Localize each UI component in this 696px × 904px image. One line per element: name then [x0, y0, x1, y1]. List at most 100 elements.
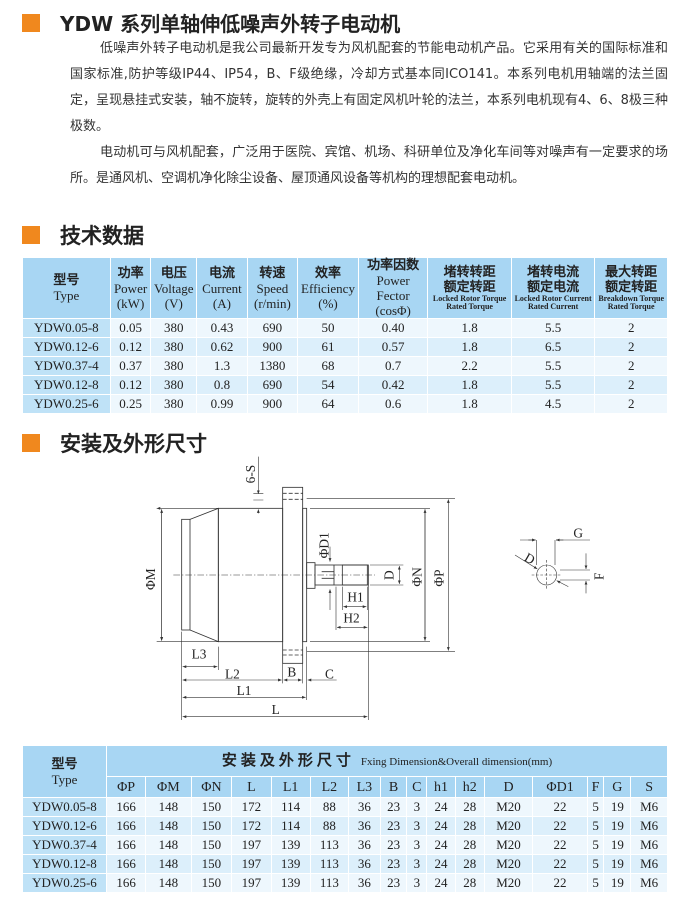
type-en: Type: [51, 771, 78, 787]
table-cell: 5.5: [510, 375, 596, 395]
column-header: ΦP: [105, 776, 147, 798]
header-unit: (A): [212, 295, 231, 311]
table-row: YDW0.12-6 0.12 380 0.62 900 61 0.57 1.8 6.5 2: [22, 337, 668, 357]
header-en: Breakdown Torque Rated Torque: [598, 294, 665, 311]
table-cell: 36: [348, 797, 381, 817]
table-cell: 3: [406, 835, 428, 855]
table-cell: 2.2: [427, 356, 512, 376]
table-cell: 150: [190, 816, 233, 836]
type-cell: YDW0.25-6: [22, 873, 107, 893]
table-cell: 900: [246, 337, 299, 357]
table-cell: 113: [309, 835, 350, 855]
table-row: YDW0.25-6 0.25 380 0.99 900 64 0.6 1.8 4.5 2: [22, 394, 668, 414]
table-cell: 36: [348, 854, 381, 874]
header-cn: 效率: [315, 265, 342, 281]
table-cell: 5: [586, 835, 605, 855]
table-cell: 5: [586, 816, 605, 836]
table-cell: 113: [309, 854, 350, 874]
table-cell: M6: [630, 835, 668, 855]
dimension-drawing: 6-S ΦM ΦD1 D ΦN ΦP H1 H2 L3 L2 B C L1 L …: [143, 456, 606, 720]
table-cell: 1.3: [196, 356, 248, 376]
label-g: G: [573, 525, 583, 540]
header-en: Voltage: [154, 280, 194, 296]
column-header: ΦD1: [532, 776, 588, 798]
span-en: Fxing Dimension&Overall dimension(mm): [360, 755, 553, 768]
type-cell: YDW0.05-8: [22, 318, 111, 338]
table-cell: 380: [150, 375, 198, 395]
table-row: YDW0.12-8 0.12 380 0.8 690 54 0.42 1.8 5.5 2: [22, 375, 668, 395]
table-cell: 166: [105, 797, 147, 817]
table-cell: 22: [532, 873, 588, 893]
span-header: 安装及外形尺寸 Fxing Dimension&Overall dimension…: [106, 745, 668, 777]
table-cell: 6.5: [510, 337, 596, 357]
label-phi-n: ΦN: [410, 567, 425, 587]
table-cell: 1.8: [427, 337, 512, 357]
label-b: B: [287, 665, 296, 680]
table-cell: 24: [426, 835, 456, 855]
table-cell: 22: [532, 797, 588, 817]
table-cell: 148: [145, 873, 192, 893]
table-cell: 1.8: [427, 394, 512, 414]
table-cell: 114: [270, 797, 311, 817]
table-cell: 28: [454, 873, 485, 893]
table-cell: 28: [454, 816, 485, 836]
label-l: L: [272, 702, 280, 717]
table-cell: 5: [586, 854, 605, 874]
label-h1: H1: [347, 590, 363, 605]
header-cn2: 额定电流: [527, 280, 580, 295]
page-title: YDW 系列单轴伸低噪声外转子电动机: [22, 8, 400, 37]
table-cell: 36: [348, 873, 381, 893]
table-cell: M20: [483, 835, 534, 855]
table-cell: 148: [145, 816, 192, 836]
table-cell: 0.12: [109, 337, 152, 357]
table-cell: M6: [630, 873, 668, 893]
header-cn: 电流: [208, 265, 235, 281]
table-cell: 0.25: [109, 394, 152, 414]
table-row: YDW0.05-8 0.05 380 0.43 690 50 0.40 1.8 5.5 2: [22, 318, 668, 338]
label-6-s: 6-S: [243, 465, 258, 484]
table-cell: 24: [426, 797, 456, 817]
table-cell: 0.57: [357, 337, 429, 357]
column-header: 效率 Efficiency (%): [297, 257, 359, 319]
intro-paragraph: 低噪声外转子电动机是我公司最新开发专为风机配套的节能电动机产品。它采用有关的国际…: [70, 41, 668, 134]
column-header: L3: [348, 776, 381, 798]
table-cell: 380: [150, 394, 198, 414]
table-row: YDW0.37-4 166 148 150 197 139 113 36 23 3 24 28 M20 2…: [22, 835, 668, 855]
header-en: Power Fector: [376, 273, 410, 303]
table-row: YDW0.12-8 166 148 150 197 139 113 36 23 3 24 28 M20 2…: [22, 854, 668, 874]
table-cell: 0.62: [196, 337, 248, 357]
column-header: 功率 Power (kW): [109, 257, 152, 319]
header-en: Speed: [256, 280, 289, 296]
table-cell: 148: [145, 835, 192, 855]
table-cell: 0.7: [357, 356, 429, 376]
column-header: 堵转电流 额定电流 Locked Rotor Current Rated Curre…: [510, 257, 596, 319]
column-header: G: [603, 776, 632, 798]
column-header: 转速 Speed (r/min): [246, 257, 299, 319]
table-cell: 19: [603, 854, 632, 874]
type-cell: YDW0.25-6: [22, 394, 111, 414]
type-cell: YDW0.05-8: [22, 797, 107, 817]
label-h2: H2: [343, 611, 359, 626]
table-cell: 88: [309, 797, 350, 817]
table-cell: 0.43: [196, 318, 248, 338]
orange-square-icon: [22, 226, 40, 244]
table-cell: 150: [190, 873, 233, 893]
column-header: L1: [270, 776, 311, 798]
header-cn2: 额定转距: [605, 280, 658, 295]
table-cell: 690: [246, 375, 299, 395]
table-cell: 0.6: [357, 394, 429, 414]
header-unit: (r/min): [254, 295, 291, 311]
header-cn: 电压: [160, 265, 187, 281]
header-en: Current: [202, 280, 242, 296]
header-en: Type: [53, 288, 80, 303]
column-header: 功率因数 Power Fector (cosΦ): [357, 257, 429, 319]
table-cell: 28: [454, 797, 485, 817]
column-header: ΦM: [145, 776, 192, 798]
table-cell: 23: [379, 816, 408, 836]
column-header: B: [379, 776, 408, 798]
table-cell: 5: [586, 873, 605, 893]
table-cell: 2: [594, 394, 668, 414]
dimension-lines: [157, 456, 455, 720]
table-cell: 23: [379, 835, 408, 855]
table-cell: 3: [406, 854, 428, 874]
